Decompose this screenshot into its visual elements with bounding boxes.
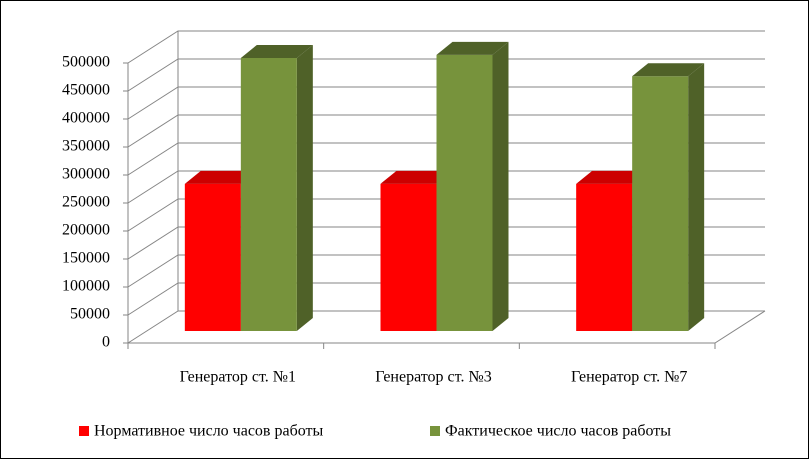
y-tick-label: 350000 [62, 138, 110, 155]
bar-side [296, 45, 313, 331]
bar-top [436, 41, 509, 55]
bar-front [240, 58, 297, 331]
grid-line [127, 198, 765, 232]
grid-line [127, 226, 765, 260]
legend-label: Фактическое число часов работы [445, 423, 671, 440]
grid-line [127, 114, 765, 148]
bar-front [184, 183, 241, 331]
legend-label: Нормативное число часов работы [94, 423, 324, 440]
x-tick-label: Генератор ст. №1 [180, 369, 296, 386]
grid-line [127, 30, 765, 64]
y-tick-label: 50000 [70, 306, 110, 323]
grid-line [127, 86, 765, 120]
bar-front [436, 54, 493, 332]
y-tick-label: 400000 [62, 110, 110, 127]
y-tick-label: 0 [102, 334, 110, 351]
bar [632, 63, 705, 331]
legend-swatch [430, 426, 440, 436]
y-tick-label: 500000 [62, 54, 110, 71]
grid-line [127, 58, 765, 92]
bar-top [240, 45, 313, 58]
grid-line [127, 142, 765, 176]
y-tick-label: 150000 [62, 250, 110, 267]
y-tick-label: 250000 [62, 194, 110, 211]
y-tick-label: 200000 [62, 222, 110, 239]
legend-swatch [79, 426, 89, 436]
bar-front [576, 183, 633, 331]
grid-line [127, 282, 765, 316]
bar [436, 41, 509, 332]
y-tick-label: 100000 [62, 278, 110, 295]
bar-top [380, 170, 453, 184]
x-tick-label: Генератор ст. №7 [571, 369, 687, 386]
bar-side [492, 41, 509, 332]
y-tick-label: 300000 [62, 166, 110, 183]
grid-line [127, 310, 765, 344]
grid-line [127, 254, 765, 288]
bar-front [632, 76, 689, 331]
bar-side [688, 63, 705, 331]
bar-top [184, 170, 257, 184]
bar-front [380, 183, 437, 331]
bar-top [632, 63, 705, 77]
grid-line [127, 170, 765, 204]
bar [240, 45, 313, 331]
x-tick-label: Генератор ст. №3 [375, 369, 491, 386]
y-tick-label: 450000 [62, 82, 110, 99]
bar-top [576, 170, 649, 184]
